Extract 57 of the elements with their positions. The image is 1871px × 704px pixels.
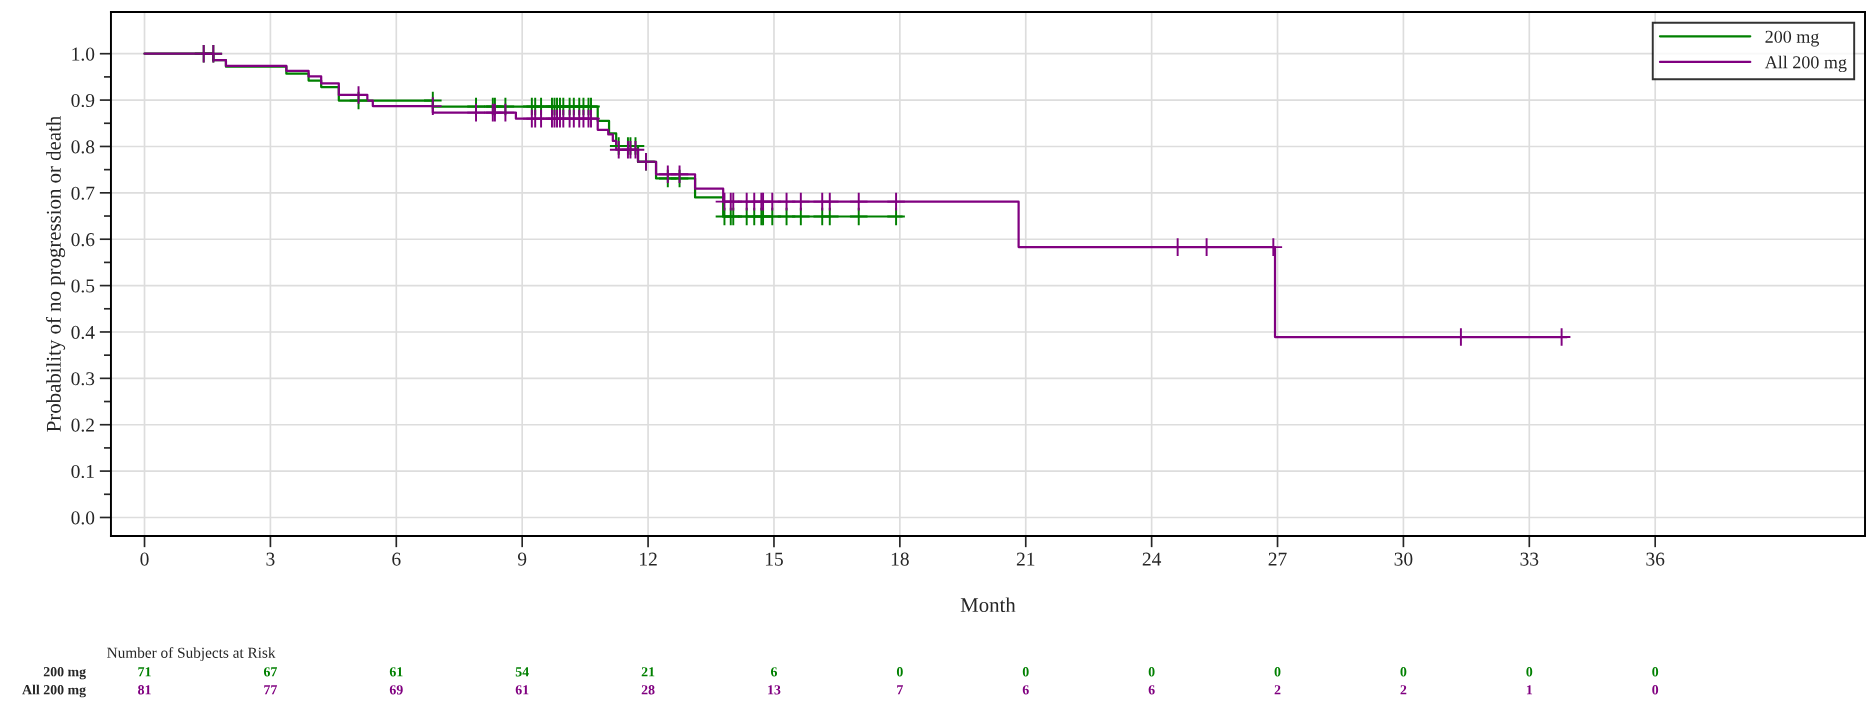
text: All 200 mg — [22, 684, 86, 698]
text: 21 — [641, 667, 655, 677]
x-tick-label: 0 — [140, 552, 149, 566]
text: 0 — [1526, 667, 1533, 677]
y-tick-label: 0.9 — [71, 93, 95, 108]
x-tick-label: 21 — [1016, 552, 1035, 566]
y-tick-label: 0.3 — [71, 372, 95, 386]
x-tick-label: 6 — [392, 552, 401, 566]
x-tick-label: 33 — [1520, 552, 1539, 566]
x-tick-label: 12 — [640, 552, 657, 566]
y-tick-label: 0.5 — [71, 279, 95, 293]
text: 2 — [1400, 685, 1407, 695]
x-tick-label: 27 — [1268, 552, 1287, 566]
text: 7 — [897, 685, 903, 695]
x-tick-label: 30 — [1394, 552, 1413, 566]
y-tick-label: 0.8 — [71, 140, 95, 154]
y-tick-label: 0.7 — [71, 186, 95, 200]
y-tick-label: 0.1 — [71, 464, 94, 479]
text: 67 — [263, 667, 278, 677]
text: 71 — [138, 667, 151, 677]
x-tick-label: 9 — [517, 552, 527, 566]
text: 61 — [515, 685, 529, 695]
y-tick-label: 0.0 — [71, 511, 95, 525]
text: 13 — [768, 685, 781, 695]
text: 61 — [389, 667, 403, 677]
text: 0 — [1148, 667, 1155, 677]
text: 28 — [641, 685, 655, 695]
text: 0 — [1400, 667, 1407, 677]
text: 1 — [1526, 685, 1533, 695]
text: 0 — [1652, 667, 1659, 677]
legend-label: All 200 mg — [1764, 55, 1847, 73]
legend-label: 200 mg — [1765, 30, 1820, 47]
y-tick-label: 0.4 — [71, 325, 95, 339]
x-tick-label: 18 — [891, 552, 909, 566]
text: 81 — [138, 685, 151, 695]
text: 0 — [1274, 667, 1281, 677]
x-axis-title: Month — [960, 597, 1016, 613]
text: 0 — [896, 667, 903, 677]
text: 54 — [515, 667, 529, 677]
x-tick-label: 24 — [1142, 552, 1162, 566]
x-tick-label: 36 — [1646, 552, 1665, 566]
text: 6 — [1022, 685, 1029, 695]
text: 77 — [264, 685, 278, 695]
text: 200 mg — [43, 667, 86, 680]
y-tick-label: 1.0 — [72, 47, 95, 61]
x-tick-label: 3 — [266, 552, 275, 566]
text: 6 — [770, 667, 778, 677]
y-axis-title: Probability of no progression or death — [45, 116, 66, 432]
y-tick-label: 0.6 — [71, 233, 95, 247]
x-tick-label: 15 — [765, 552, 783, 566]
text: 69 — [389, 685, 403, 695]
text: 0 — [1652, 685, 1659, 695]
y-tick-label: 0.2 — [71, 418, 94, 432]
text: Number of Subjects at Risk — [107, 646, 276, 662]
text: 2 — [1274, 685, 1281, 695]
text: 6 — [1148, 685, 1155, 695]
text: 0 — [1022, 667, 1029, 677]
